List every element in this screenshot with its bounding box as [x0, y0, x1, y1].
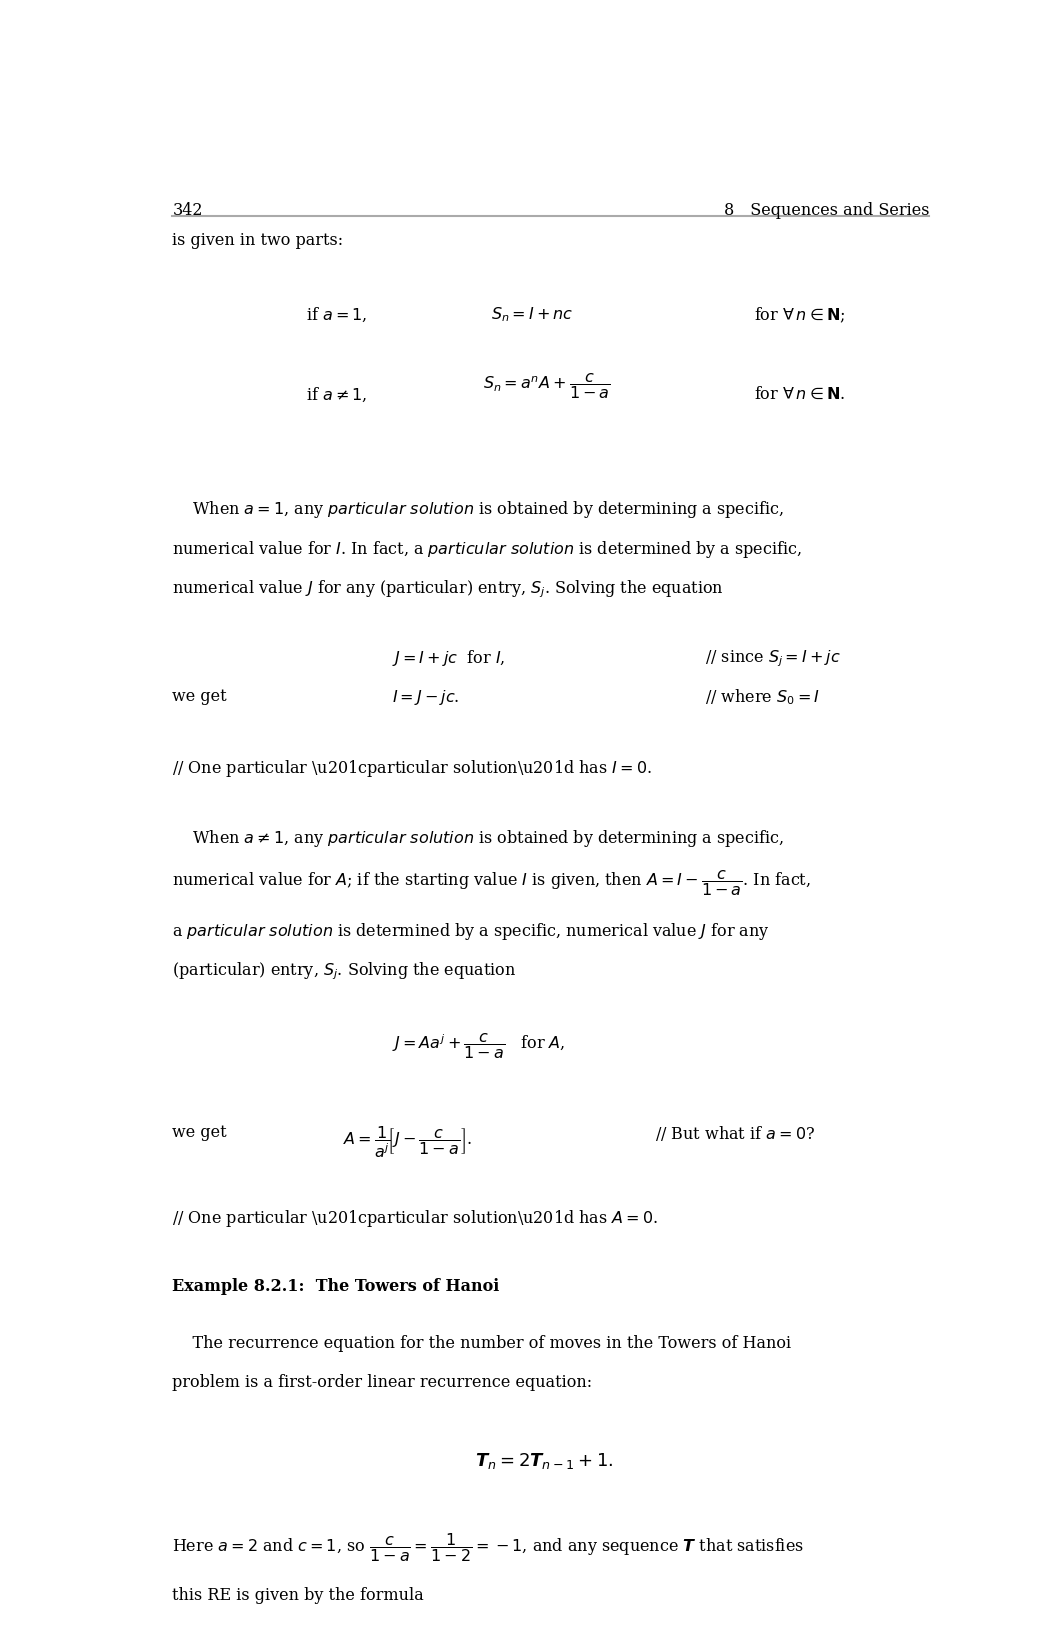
Text: When $a = 1$, any $\mathbf{\mathit{particular\ solution}}$ is obtained by determ: When $a = 1$, any $\mathbf{\mathit{parti…	[172, 500, 784, 521]
Text: 8 Sequences and Series: 8 Sequences and Series	[724, 201, 929, 219]
Text: $J = I + jc$  for $I$,: $J = I + jc$ for $I$,	[392, 649, 506, 668]
Text: numerical value for $A$; if the starting value $I$ is given, then $A = I - \dfra: numerical value for $A$; if the starting…	[172, 868, 811, 898]
Text: $\boldsymbol{T}_n = 2\boldsymbol{T}_{n-1} + 1.$: $\boldsymbol{T}_n = 2\boldsymbol{T}_{n-1…	[475, 1451, 614, 1471]
Text: Here $a = 2$ and $c = 1$, so $\dfrac{c}{1 - a} = \dfrac{1}{1 - 2} = -1$, and any: Here $a = 2$ and $c = 1$, so $\dfrac{c}{…	[172, 1532, 804, 1564]
Text: for $\forall\, n \in \mathbf{N}$.: for $\forall\, n \in \mathbf{N}$.	[754, 385, 845, 403]
Text: is given in two parts:: is given in two parts:	[172, 233, 343, 249]
Text: if $a \neq 1$,: if $a \neq 1$,	[306, 385, 366, 405]
Text: // One particular \u201cparticular solution\u201d has $I = 0$.: // One particular \u201cparticular solut…	[172, 758, 652, 780]
Text: $J = Aa^j + \dfrac{c}{1 - a}$   for $A$,: $J = Aa^j + \dfrac{c}{1 - a}$ for $A$,	[392, 1030, 565, 1061]
Text: we get: we get	[172, 1124, 227, 1142]
Text: if $a = 1$,: if $a = 1$,	[306, 305, 366, 324]
Text: this RE is given by the formula: this RE is given by the formula	[172, 1587, 424, 1604]
Text: $A = \dfrac{1}{a^j}\!\left[J - \dfrac{c}{1-a}\right]$.: $A = \dfrac{1}{a^j}\!\left[J - \dfrac{c}…	[343, 1124, 472, 1160]
Text: The recurrence equation for the number of moves in the Towers of Hanoi: The recurrence equation for the number o…	[172, 1335, 791, 1351]
Text: we get: we get	[172, 688, 227, 704]
Text: (particular) entry, $S_j$. Solving the equation: (particular) entry, $S_j$. Solving the e…	[172, 960, 517, 983]
Text: a $\mathit{particular\ solution}$ is determined by a specific, numerical value $: a $\mathit{particular\ solution}$ is det…	[172, 921, 770, 942]
Text: numerical value for $I$. In fact, a $\mathit{particular\ solution}$ is determine: numerical value for $I$. In fact, a $\ma…	[172, 539, 802, 560]
Text: $I = J - jc$.: $I = J - jc$.	[392, 688, 460, 706]
Text: $S_n = I + nc$: $S_n = I + nc$	[491, 305, 573, 324]
Text: 342: 342	[172, 201, 203, 219]
Text: problem is a first-order linear recurrence equation:: problem is a first-order linear recurren…	[172, 1374, 593, 1391]
Text: When $a \neq 1$, any $\mathbf{\mathit{particular\ solution}}$ is obtained by det: When $a \neq 1$, any $\mathbf{\mathit{pa…	[172, 829, 784, 848]
Text: // since $S_j = I + jc$: // since $S_j = I + jc$	[705, 649, 840, 668]
Text: numerical value $J$ for any (particular) entry, $S_j$. Solving the equation: numerical value $J$ for any (particular)…	[172, 578, 724, 600]
Text: for $\forall\, n \in \mathbf{N}$;: for $\forall\, n \in \mathbf{N}$;	[754, 305, 845, 324]
Text: $S_n = a^n A + \dfrac{c}{1 - a}$: $S_n = a^n A + \dfrac{c}{1 - a}$	[482, 370, 611, 401]
Text: // One particular \u201cparticular solution\u201d has $A = 0$.: // One particular \u201cparticular solut…	[172, 1207, 658, 1228]
Text: // where $S_0 = I$: // where $S_0 = I$	[705, 688, 820, 708]
Text: Example 8.2.1:  The Towers of Hanoi: Example 8.2.1: The Towers of Hanoi	[172, 1278, 499, 1296]
Text: // But what if $a = 0$?: // But what if $a = 0$?	[655, 1124, 816, 1143]
